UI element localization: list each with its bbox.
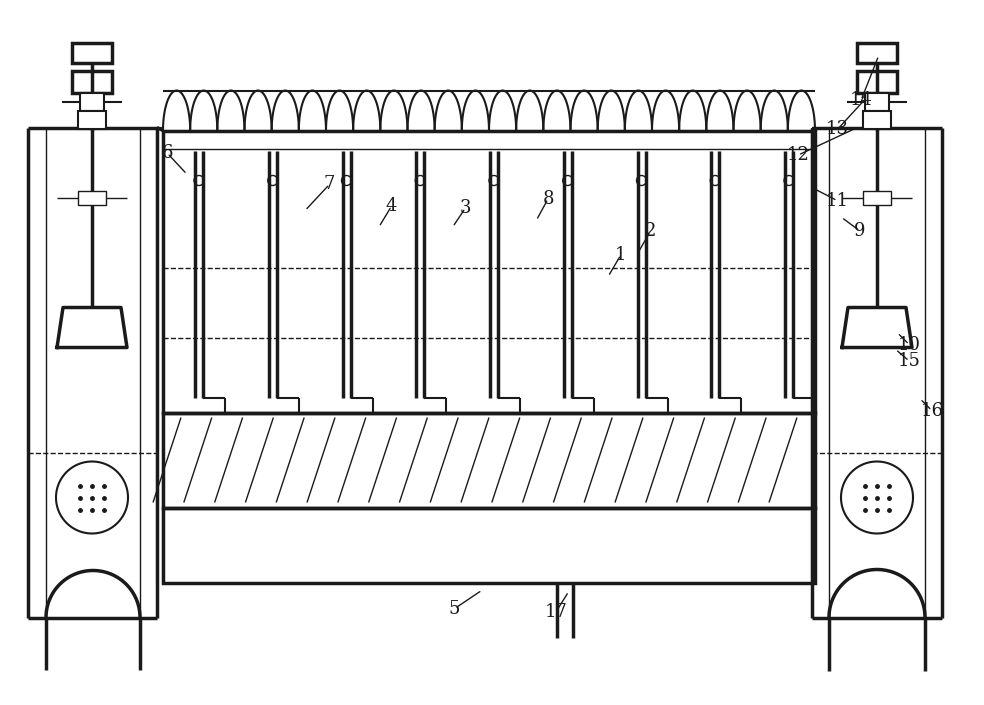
- Text: 5: 5: [449, 599, 461, 618]
- Bar: [80, 92, 104, 111]
- Text: 1: 1: [615, 246, 627, 264]
- Bar: [72, 42, 112, 63]
- Bar: [72, 70, 112, 92]
- Text: 13: 13: [826, 121, 849, 138]
- Bar: [78, 111, 106, 128]
- Text: 16: 16: [920, 402, 944, 419]
- Bar: [863, 190, 891, 204]
- Text: 8: 8: [542, 190, 554, 208]
- Text: 12: 12: [786, 146, 810, 164]
- Bar: [865, 92, 889, 111]
- Text: 11: 11: [826, 192, 849, 209]
- Text: 3: 3: [460, 199, 471, 217]
- Bar: [857, 42, 897, 63]
- Text: 2: 2: [645, 222, 656, 240]
- Polygon shape: [842, 307, 912, 348]
- Bar: [163, 130, 815, 412]
- Bar: [78, 190, 106, 204]
- Text: 7: 7: [324, 176, 336, 193]
- Bar: [163, 508, 815, 582]
- Bar: [863, 111, 891, 128]
- Bar: [163, 412, 815, 508]
- Polygon shape: [57, 307, 127, 348]
- Text: 10: 10: [897, 336, 921, 354]
- Text: 4: 4: [386, 197, 398, 215]
- Text: 17: 17: [544, 603, 568, 621]
- Text: 14: 14: [849, 92, 873, 109]
- Text: 9: 9: [854, 222, 866, 240]
- Bar: [857, 70, 897, 92]
- Text: 15: 15: [897, 352, 921, 370]
- Text: 6: 6: [161, 145, 173, 162]
